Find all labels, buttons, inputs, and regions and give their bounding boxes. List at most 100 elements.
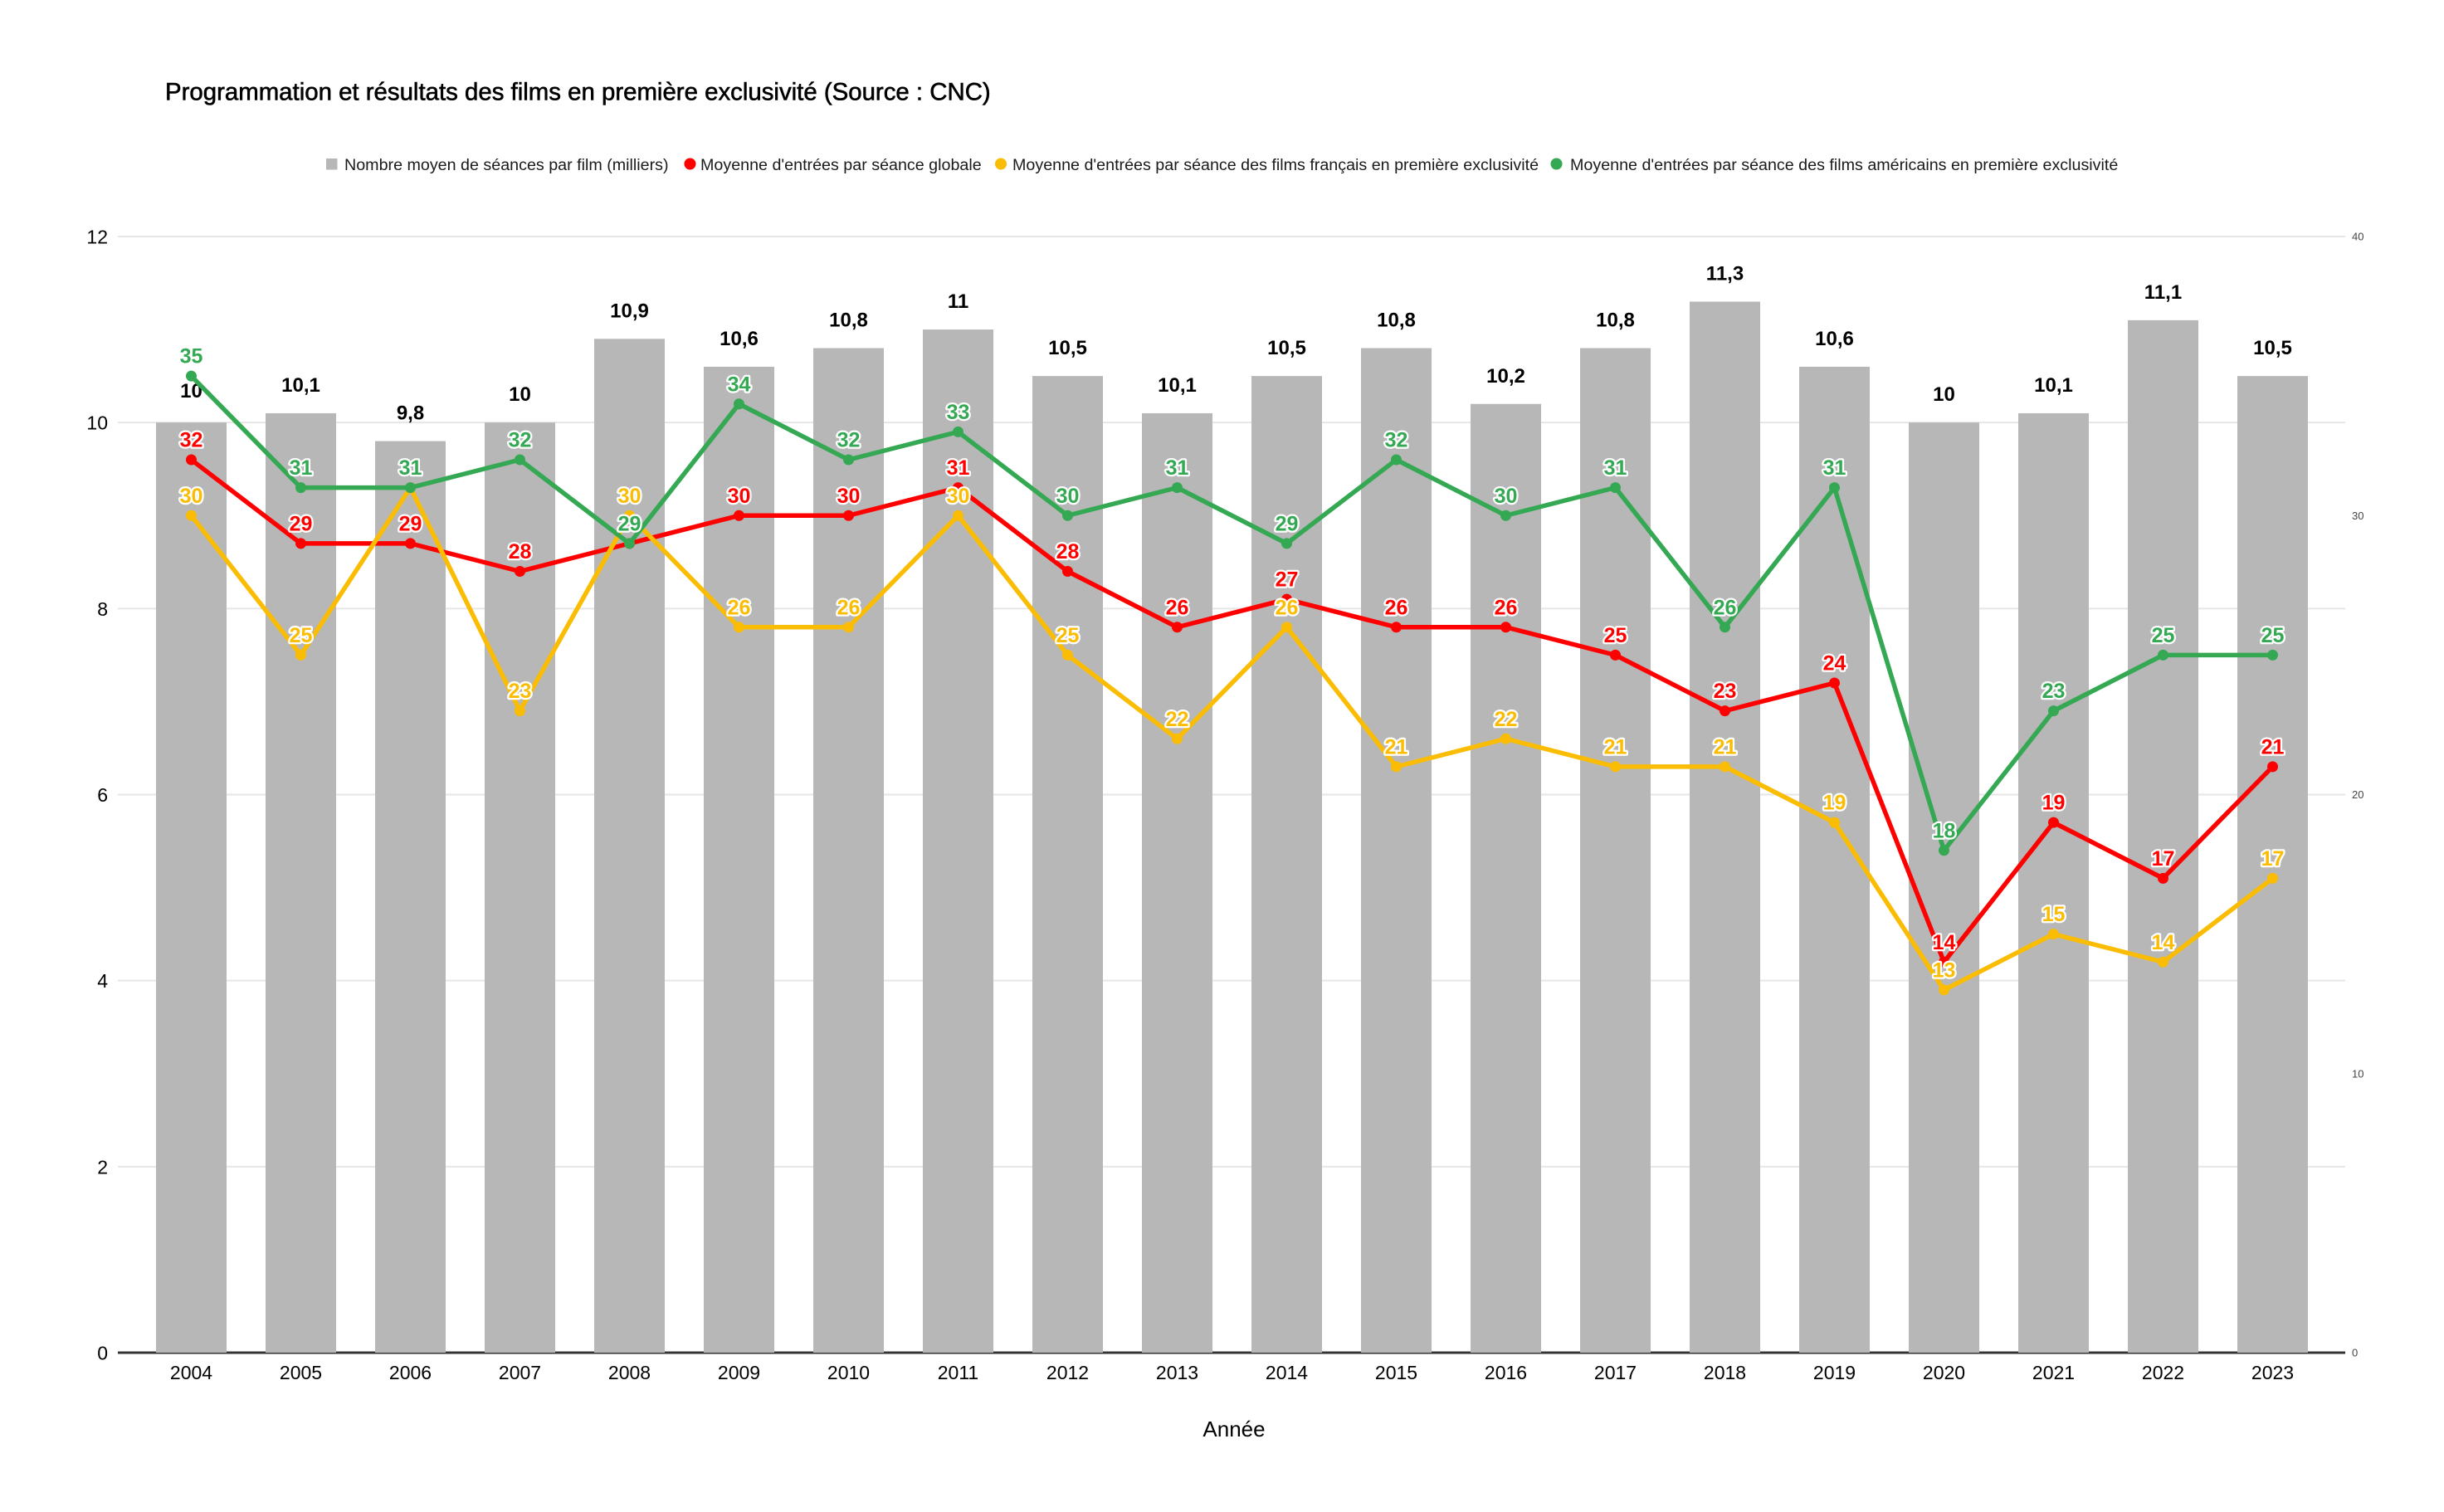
svg-text:8: 8 — [97, 598, 108, 620]
svg-text:2016: 2016 — [1485, 1362, 1527, 1383]
svg-text:25: 25 — [1056, 624, 1080, 647]
svg-text:23: 23 — [1714, 680, 1737, 703]
svg-text:21: 21 — [1714, 735, 1737, 758]
svg-text:29: 29 — [618, 512, 641, 535]
svg-text:25: 25 — [2261, 624, 2285, 647]
svg-text:2013: 2013 — [1156, 1362, 1198, 1383]
svg-text:21: 21 — [1604, 735, 1627, 758]
svg-text:21: 21 — [1385, 735, 1408, 758]
svg-text:11: 11 — [948, 290, 968, 313]
svg-text:28: 28 — [509, 540, 532, 563]
svg-text:26: 26 — [1714, 596, 1737, 619]
svg-text:2022: 2022 — [2142, 1362, 2184, 1383]
svg-text:17: 17 — [2261, 847, 2285, 871]
svg-text:10,5: 10,5 — [1048, 337, 1087, 359]
svg-text:29: 29 — [399, 512, 422, 535]
svg-text:10,8: 10,8 — [829, 310, 868, 332]
svg-text:10,8: 10,8 — [1377, 310, 1416, 332]
svg-text:Moyenne d'entrées par séance d: Moyenne d'entrées par séance des films a… — [1570, 156, 2118, 174]
svg-text:10,1: 10,1 — [1158, 374, 1197, 397]
svg-text:30: 30 — [618, 485, 641, 508]
svg-text:34: 34 — [728, 373, 751, 396]
svg-text:31: 31 — [1604, 456, 1627, 480]
svg-text:2006: 2006 — [389, 1362, 432, 1383]
svg-text:2008: 2008 — [608, 1362, 651, 1383]
svg-text:9,8: 9,8 — [397, 402, 424, 425]
svg-text:2018: 2018 — [1704, 1362, 1746, 1383]
svg-text:30: 30 — [728, 485, 751, 508]
svg-text:10: 10 — [509, 383, 531, 406]
svg-text:Programmation et résultats des: Programmation et résultats des films en … — [165, 79, 991, 106]
svg-text:10,5: 10,5 — [1267, 337, 1306, 359]
svg-text:23: 23 — [509, 680, 532, 703]
svg-text:30: 30 — [1056, 485, 1080, 508]
svg-text:Moyenne d'entrées par séance g: Moyenne d'entrées par séance globale — [700, 156, 982, 174]
svg-text:35: 35 — [180, 345, 203, 368]
svg-text:14: 14 — [1933, 931, 1956, 954]
svg-text:26: 26 — [837, 596, 861, 619]
svg-text:24: 24 — [1823, 652, 1846, 676]
svg-text:19: 19 — [1823, 792, 1846, 815]
svg-text:23: 23 — [2042, 680, 2066, 703]
svg-text:28: 28 — [1056, 540, 1080, 563]
svg-text:29: 29 — [290, 512, 313, 535]
svg-text:31: 31 — [399, 456, 422, 480]
svg-text:26: 26 — [1495, 596, 1518, 619]
svg-text:2009: 2009 — [718, 1362, 760, 1383]
svg-text:26: 26 — [728, 596, 751, 619]
svg-text:10: 10 — [2352, 1067, 2364, 1080]
svg-text:4: 4 — [97, 970, 108, 992]
svg-text:10,9: 10,9 — [610, 300, 649, 322]
svg-text:10,1: 10,1 — [281, 374, 320, 397]
svg-text:2010: 2010 — [827, 1362, 870, 1383]
svg-text:Année: Année — [1202, 1417, 1265, 1441]
svg-text:2012: 2012 — [1046, 1362, 1089, 1383]
svg-text:31: 31 — [1823, 456, 1846, 480]
svg-text:25: 25 — [2152, 624, 2175, 647]
svg-text:10: 10 — [1933, 383, 1955, 406]
svg-text:14: 14 — [2152, 931, 2175, 954]
svg-text:10,6: 10,6 — [1815, 328, 1854, 350]
svg-text:2015: 2015 — [1375, 1362, 1417, 1383]
svg-text:10,1: 10,1 — [2034, 374, 2073, 397]
svg-text:10,8: 10,8 — [1596, 310, 1635, 332]
svg-text:2020: 2020 — [1923, 1362, 1965, 1383]
svg-text:10,5: 10,5 — [2253, 337, 2292, 359]
svg-text:30: 30 — [180, 485, 203, 508]
svg-text:10: 10 — [86, 412, 108, 434]
svg-text:2017: 2017 — [1594, 1362, 1637, 1383]
svg-text:2007: 2007 — [499, 1362, 541, 1383]
svg-text:26: 26 — [1276, 596, 1299, 619]
svg-text:33: 33 — [947, 401, 970, 424]
svg-text:26: 26 — [1166, 596, 1189, 619]
svg-text:18: 18 — [1933, 819, 1956, 842]
svg-text:30: 30 — [837, 485, 861, 508]
svg-text:10,6: 10,6 — [720, 328, 759, 350]
svg-text:2021: 2021 — [2032, 1362, 2075, 1383]
svg-text:32: 32 — [837, 429, 861, 452]
svg-text:20: 20 — [2352, 788, 2364, 801]
svg-text:31: 31 — [1166, 456, 1189, 480]
svg-text:11,3: 11,3 — [1706, 262, 1744, 285]
svg-text:Moyenne d'entrées par séance d: Moyenne d'entrées par séance des films f… — [1012, 156, 1539, 174]
svg-text:30: 30 — [947, 485, 970, 508]
svg-text:21: 21 — [2261, 735, 2285, 758]
svg-text:32: 32 — [1385, 429, 1408, 452]
svg-text:26: 26 — [1385, 596, 1408, 619]
svg-text:32: 32 — [509, 429, 532, 452]
svg-text:29: 29 — [1276, 512, 1299, 535]
svg-text:25: 25 — [1604, 624, 1627, 647]
svg-text:22: 22 — [1495, 708, 1518, 731]
svg-text:2005: 2005 — [280, 1362, 322, 1383]
svg-text:2014: 2014 — [1266, 1362, 1308, 1383]
svg-text:22: 22 — [1166, 708, 1189, 731]
svg-text:11,1: 11,1 — [2144, 281, 2182, 304]
svg-text:0: 0 — [97, 1343, 108, 1364]
svg-text:27: 27 — [1276, 568, 1299, 592]
svg-text:10,2: 10,2 — [1486, 365, 1525, 388]
svg-text:2011: 2011 — [938, 1362, 978, 1383]
svg-text:13: 13 — [1933, 958, 1956, 982]
svg-text:31: 31 — [290, 456, 313, 480]
svg-text:2: 2 — [97, 1156, 108, 1178]
svg-text:17: 17 — [2152, 847, 2175, 871]
